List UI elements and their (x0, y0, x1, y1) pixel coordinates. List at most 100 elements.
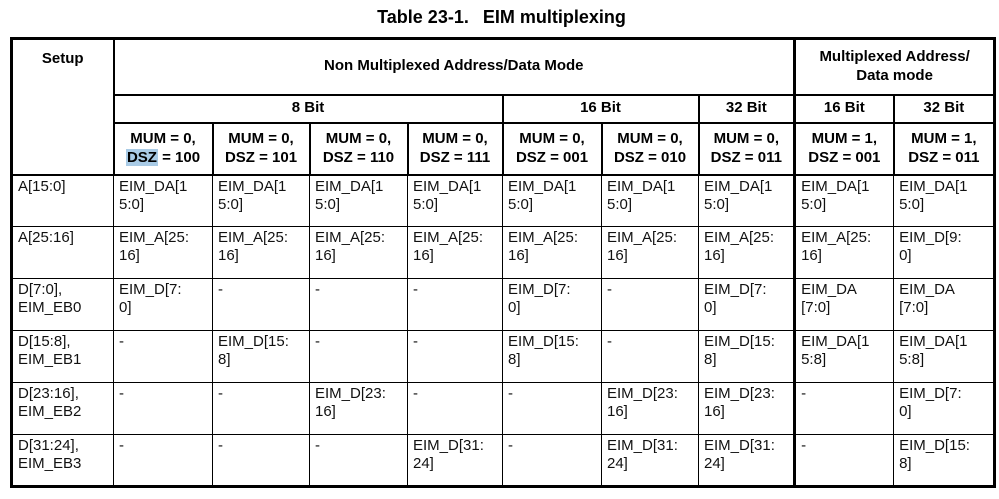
signal-cell: EIM_DA[15:8] (793, 330, 895, 383)
signal-cell: - (212, 382, 310, 435)
signal-cell: - (793, 382, 895, 435)
signal-cell: EIM_D[31:24] (407, 434, 503, 487)
signal-cell: EIM_DA[15:0] (309, 174, 408, 227)
signal-text: EIM_D[23:16] (607, 385, 678, 420)
signal-cell: - (601, 278, 699, 331)
signal-text: EIM_DA[15:0] (704, 177, 773, 213)
signal-text: - (413, 333, 418, 350)
signal-cell: EIM_D[9:0] (893, 226, 996, 279)
signal-cell: EIM_D[15:8] (212, 330, 310, 383)
width-header-cell: 16 Bit (501, 93, 700, 124)
dsz-value: DSZ = 100 (125, 148, 201, 166)
signal-cell: - (113, 434, 213, 487)
signal-cell: EIM_DA[15:0] (697, 174, 796, 227)
signal-text: EIM_DA[15:0] (413, 177, 482, 213)
signal-cell: EIM_DA[15:0] (601, 174, 699, 227)
dsz-value: DSZ = 111 (419, 148, 491, 166)
setup-column-header: Setup (10, 37, 115, 176)
signal-text: - (508, 385, 513, 402)
mum-value: MUM = 1, (811, 129, 878, 147)
mode-header-cell: MUM = 0, DSZ = 111 (406, 121, 504, 176)
signal-cell: EIM_D[7:0] (113, 278, 213, 331)
signal-text: EIM_A[25:16] (801, 229, 872, 264)
setup-cell: D[23:16], EIM_EB2 (11, 382, 114, 435)
table-row: A[15:0] EIM_DA[15:0] EIM_DA[15:0] EIM_DA[15… (11, 174, 996, 227)
signal-text: EIM_D[15:8] (218, 333, 289, 368)
setup-cell: D[15:8], EIM_EB1 (11, 330, 114, 383)
signal-cell: EIM_D[15:8] (502, 330, 602, 383)
setup-cell: A[15:0] (11, 174, 114, 227)
mode-header-cell: MUM = 0, DSZ = 010 (600, 121, 700, 176)
signal-cell: EIM_A[25:16] (601, 226, 699, 279)
group-header-row: Setup Non Multiplexed Address/Data Mode M… (10, 37, 996, 176)
dsz-value: DSZ = 011 (710, 148, 782, 166)
signal-text: - (801, 437, 807, 454)
group-header-cell: Multiplexed Address/ Data mode (793, 37, 996, 96)
signal-text: EIM_A[25:16] (413, 229, 484, 264)
signal-text: EIM_D[9:0] (899, 229, 962, 264)
table-row: D[7:0], EIM_EB0 EIM_D[7:0] - - - EIM_D[7:0] - E… (11, 278, 996, 331)
signal-text: EIM_A[25:16] (218, 229, 289, 264)
signal-cell: EIM_DA[15:0] (212, 174, 310, 227)
signal-cell: EIM_DA[15:0] (502, 174, 602, 227)
signal-text: EIM_DA[15:0] (899, 177, 968, 213)
signal-cell: - (212, 434, 310, 487)
signal-cell: EIM_D[23:16] (697, 382, 796, 435)
signal-text: - (315, 333, 320, 350)
signal-cell: EIM_D[7:0] (893, 382, 996, 435)
mode-header-cell: MUM = 0, DSZ = 101 (211, 121, 311, 176)
signal-text: EIM_D[15:8] (899, 437, 970, 472)
dsz-value: DSZ = 110 (322, 148, 395, 166)
signal-cell: EIM_D[31:24] (601, 434, 699, 487)
signal-cell: - (309, 278, 408, 331)
signal-text: - (508, 437, 513, 454)
signal-text: EIM_DA[15:0] (607, 177, 676, 213)
mode-header-cell: MUM = 1, DSZ = 011 (892, 121, 996, 176)
table-body: A[15:0] EIM_DA[15:0] EIM_DA[15:0] EIM_DA[15… (11, 174, 996, 487)
width-header-cell: 16 Bit (793, 93, 895, 124)
signal-text: EIM_DA[15:0] (801, 177, 870, 213)
signal-cell: EIM_D[31:24] (697, 434, 796, 487)
signal-text: EIM_DA[15:8] (899, 333, 968, 368)
signal-cell: EIM_A[25:16] (407, 226, 503, 279)
signal-text: - (413, 385, 418, 402)
signal-cell: - (502, 434, 602, 487)
table-number: Table 23-1. (377, 7, 469, 27)
eim-multiplexing-table: Setup Non Multiplexed Address/Data Mode M… (10, 37, 997, 488)
dsz-value: DSZ = 101 (224, 148, 298, 166)
table-row: A[25:16] EIM_A[25:16] EIM_A[25:16] EIM_A[25… (11, 226, 996, 279)
dsz-value: DSZ = 001 (515, 148, 589, 166)
signal-cell: EIM_D[23:16] (601, 382, 699, 435)
mum-value: MUM = 0, (130, 129, 196, 147)
signal-cell: EIM_A[25:16] (697, 226, 796, 279)
signal-text: EIM_DA[7:0] (801, 281, 857, 316)
signal-cell: EIM_A[25:16] (113, 226, 213, 279)
setup-cell: D[31:24], EIM_EB3 (11, 434, 114, 487)
signal-cell: EIM_D[23:16] (309, 382, 408, 435)
signal-cell: - (309, 330, 408, 383)
table-row: D[31:24], EIM_EB3- - - EIM_D[31:24] - EIM_D[3… (11, 434, 996, 487)
table-caption: EIM multiplexing (482, 7, 626, 27)
signal-text: EIM_A[25:16] (704, 229, 775, 264)
signal-cell: EIM_DA[15:0] (407, 174, 503, 227)
signal-text: - (218, 385, 223, 402)
mode-header-cell: MUM = 0, DSZ = 110 (308, 121, 409, 176)
signal-cell: EIM_A[25:16] (212, 226, 310, 279)
width-header-cell: 32 Bit (697, 93, 796, 124)
signal-cell: - (309, 434, 408, 487)
signal-text: EIM_A[25:16] (315, 229, 386, 264)
signal-text: EIM_D[23:16] (704, 385, 775, 420)
signal-text: EIM_D[31:24] (704, 437, 775, 472)
signal-text: - (119, 385, 124, 402)
signal-cell: EIM_DA[7:0] (893, 278, 996, 331)
signal-cell: EIM_DA[15:0] (893, 174, 996, 227)
signal-cell: EIM_D[15:8] (697, 330, 796, 383)
signal-text: EIM_A[25:16] (607, 229, 678, 264)
signal-cell: - (502, 382, 602, 435)
dsz-search-highlight: DSZ (125, 148, 158, 166)
mode-header-cell: MUM = 0, DSZ = 011 (697, 121, 796, 176)
table-title: Table 23-1. EIM multiplexing (10, 0, 993, 28)
signal-text: - (119, 333, 124, 350)
dsz-value: DSZ = 010 (613, 148, 687, 166)
